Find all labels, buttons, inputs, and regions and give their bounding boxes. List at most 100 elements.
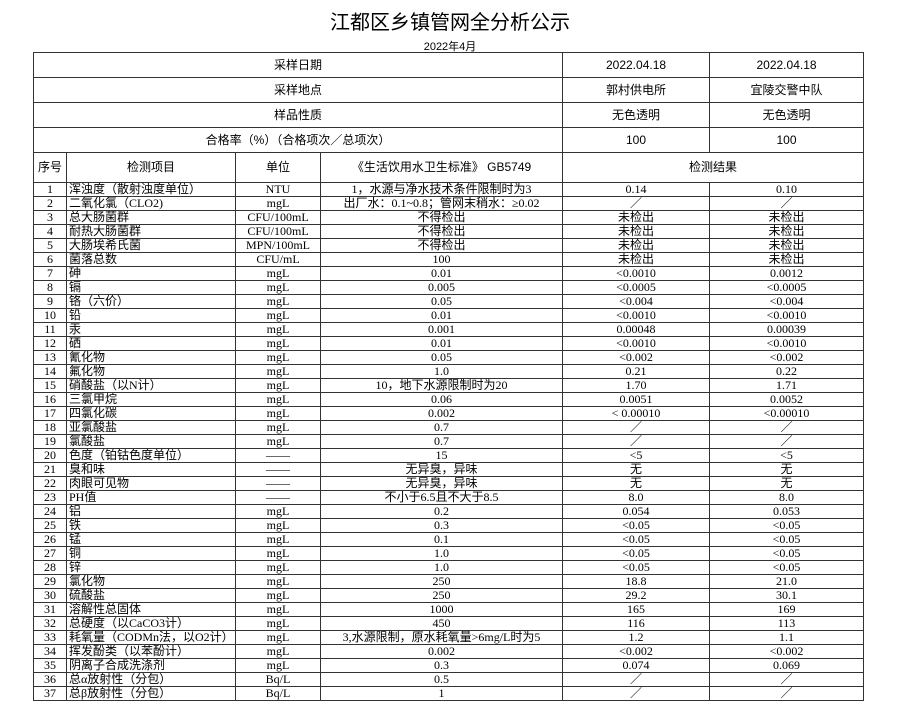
row-unit: mgL bbox=[235, 532, 321, 547]
row-result-site-2: 未检出 bbox=[709, 210, 865, 225]
row-item: 氯化物 bbox=[66, 574, 236, 589]
row-unit: CFU/100mL bbox=[235, 224, 321, 239]
meta-value-site-1: 100 bbox=[562, 127, 711, 153]
row-result-site-1: 1.70 bbox=[562, 378, 711, 393]
row-result-site-2: <0.0005 bbox=[709, 280, 865, 295]
row-seq: 17 bbox=[33, 406, 67, 421]
row-unit: mgL bbox=[235, 406, 321, 421]
row-result-site-1: 29.2 bbox=[562, 588, 711, 603]
row-result-site-1: 0.14 bbox=[562, 182, 711, 197]
row-item: 铜 bbox=[66, 546, 236, 561]
row-result-site-2: 0.10 bbox=[709, 182, 865, 197]
row-standard: 0.3 bbox=[319, 658, 564, 673]
row-result-site-1: 无 bbox=[562, 462, 711, 477]
column-header-row: 序号 检测项目 单位 《生活饮用水卫生标准》 GB5749 检测结果 bbox=[33, 152, 865, 183]
meta-value-site-2: 2022.04.18 bbox=[709, 52, 865, 78]
row-unit: mgL bbox=[235, 560, 321, 575]
row-result-site-2: <0.002 bbox=[709, 644, 865, 659]
row-standard: 0.01 bbox=[319, 336, 564, 351]
row-seq: 3 bbox=[33, 210, 67, 225]
row-result-site-2: <0.05 bbox=[709, 546, 865, 561]
table-row: 8 镉 mgL 0.005 <0.0005 <0.0005 bbox=[33, 280, 865, 295]
row-standard: 无异臭，异味 bbox=[319, 462, 564, 477]
row-unit: mgL bbox=[235, 518, 321, 533]
row-result-site-1: <0.05 bbox=[562, 518, 711, 533]
meta-value-site-2: 宜陵交警中队 bbox=[709, 77, 865, 103]
table-row: 4 耐热大肠菌群 CFU/100mL 不得检出 未检出 未检出 bbox=[33, 224, 865, 239]
row-seq: 11 bbox=[33, 322, 67, 337]
table-row: 5 大肠埃希氏菌 MPN/100mL 不得检出 未检出 未检出 bbox=[33, 238, 865, 253]
row-unit: —— bbox=[235, 462, 321, 477]
table-row: 6 菌落总数 CFU/mL 100 未检出 未检出 bbox=[33, 252, 865, 267]
row-standard: 出厂水：0.1~0.8；管网末稍水：≥0.02 bbox=[319, 196, 564, 211]
row-unit: CFU/mL bbox=[235, 252, 321, 267]
row-item: 三氯甲烷 bbox=[66, 392, 236, 407]
row-result-site-2: 1.1 bbox=[709, 630, 865, 645]
header-standard: 《生活饮用水卫生标准》 GB5749 bbox=[319, 152, 564, 183]
row-standard: 0.06 bbox=[319, 392, 564, 407]
table-row: 13 氰化物 mgL 0.05 <0.002 <0.002 bbox=[33, 350, 865, 365]
row-standard: 3,水源限制，原水耗氧量>6mg/L时为5 bbox=[319, 630, 564, 645]
row-unit: mgL bbox=[235, 280, 321, 295]
row-seq: 10 bbox=[33, 308, 67, 323]
row-result-site-2: ／ bbox=[709, 196, 865, 211]
meta-row: 合格率（%）（合格项次／总项次） 100 100 bbox=[32, 127, 865, 153]
row-item: 硒 bbox=[66, 336, 236, 351]
row-standard: 250 bbox=[319, 588, 564, 603]
row-standard: 250 bbox=[319, 574, 564, 589]
row-seq: 20 bbox=[33, 448, 67, 463]
row-result-site-1: <0.0010 bbox=[562, 308, 711, 323]
row-standard: 0.005 bbox=[319, 280, 564, 295]
row-standard: 不得检出 bbox=[319, 238, 564, 253]
table-row: 10 铅 mgL 0.01 <0.0010 <0.0010 bbox=[33, 308, 865, 323]
row-seq: 15 bbox=[33, 378, 67, 393]
row-seq: 7 bbox=[33, 266, 67, 281]
row-result-site-1: 18.8 bbox=[562, 574, 711, 589]
row-seq: 23 bbox=[33, 490, 67, 505]
row-item: 总β放射性（分包） bbox=[66, 686, 236, 701]
row-result-site-2: 1.71 bbox=[709, 378, 865, 393]
row-result-site-2: 0.0052 bbox=[709, 392, 865, 407]
row-result-site-1: ／ bbox=[562, 686, 711, 701]
row-result-site-2: ／ bbox=[709, 672, 865, 687]
row-result-site-2: <0.0010 bbox=[709, 308, 865, 323]
row-item: 氯酸盐 bbox=[66, 434, 236, 449]
row-standard: 0.7 bbox=[319, 420, 564, 435]
row-unit: mgL bbox=[235, 420, 321, 435]
page-title: 江都区乡镇管网全分析公示 bbox=[330, 12, 570, 34]
row-seq: 16 bbox=[33, 392, 67, 407]
row-seq: 31 bbox=[33, 602, 67, 617]
row-seq: 14 bbox=[33, 364, 67, 379]
row-item: 耗氧量（CODMn法，以O2计） bbox=[66, 630, 236, 645]
row-result-site-2: 30.1 bbox=[709, 588, 865, 603]
row-standard: 0.002 bbox=[319, 644, 564, 659]
row-standard: 0.01 bbox=[319, 308, 564, 323]
row-result-site-1: 未检出 bbox=[562, 210, 711, 225]
row-item: 汞 bbox=[66, 322, 236, 337]
row-item: 溶解性总固体 bbox=[66, 602, 236, 617]
row-result-site-2: <0.002 bbox=[709, 350, 865, 365]
table-row: 7 砷 mgL 0.01 <0.0010 0.0012 bbox=[33, 266, 865, 281]
row-item: 锌 bbox=[66, 560, 236, 575]
row-unit: Bq/L bbox=[235, 672, 321, 687]
table-row: 30 硫酸盐 mgL 250 29.2 30.1 bbox=[33, 588, 865, 603]
row-result-site-2: ／ bbox=[709, 420, 865, 435]
row-result-site-2: 21.0 bbox=[709, 574, 865, 589]
row-item: 铅 bbox=[66, 308, 236, 323]
row-result-site-2: 113 bbox=[709, 616, 865, 631]
row-unit: —— bbox=[235, 476, 321, 491]
meta-label: 采样日期 bbox=[32, 52, 564, 78]
meta-value-site-2: 100 bbox=[709, 127, 865, 153]
table-row: 2 二氧化氯（CLO2) mgL 出厂水：0.1~0.8；管网末稍水：≥0.02 ／／ bbox=[33, 196, 865, 211]
row-standard: 0.05 bbox=[319, 350, 564, 365]
table-row: 27 铜 mgL 1.0 <0.05 <0.05 bbox=[33, 546, 865, 561]
row-standard: 0.05 bbox=[319, 294, 564, 309]
row-item: 耐热大肠菌群 bbox=[66, 224, 236, 239]
row-item: 硝酸盐（以N计） bbox=[66, 378, 236, 393]
row-seq: 2 bbox=[33, 196, 67, 211]
row-item: 肉眼可见物 bbox=[66, 476, 236, 491]
row-item: 色度（铂钴色度单位） bbox=[66, 448, 236, 463]
row-result-site-1: <0.002 bbox=[562, 644, 711, 659]
row-result-site-2: 无 bbox=[709, 462, 865, 477]
row-standard: 不得检出 bbox=[319, 210, 564, 225]
